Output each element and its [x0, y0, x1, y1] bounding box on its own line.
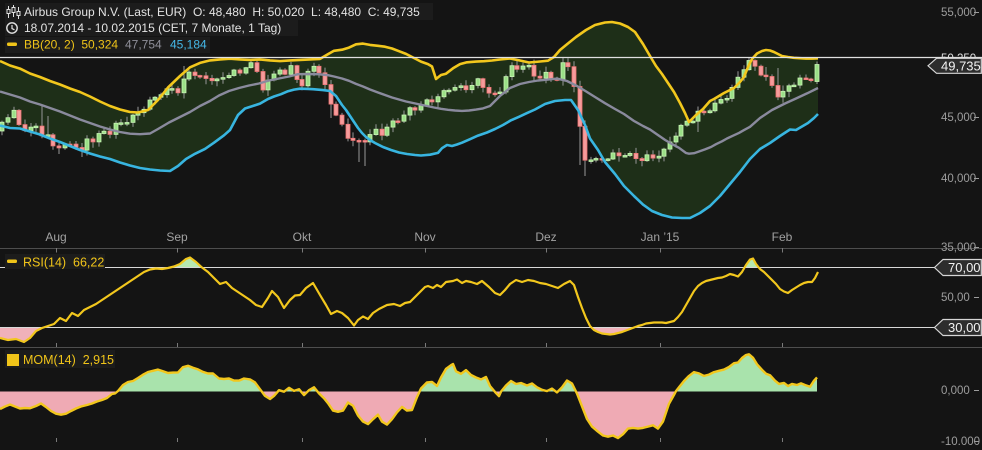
svg-text:55,000: 55,000	[941, 7, 976, 19]
svg-text:0,000: 0,000	[941, 385, 970, 397]
svg-text:18.07.2014 - 10.02.2015 (CET,: 18.07.2014 - 10.02.2015 (CET, 7 Monate, …	[24, 21, 281, 35]
svg-text:47,754: 47,754	[125, 38, 162, 52]
svg-text:Okt: Okt	[293, 230, 312, 244]
svg-text:RSI(14) 66,22: RSI(14) 66,22	[23, 256, 104, 270]
svg-text:50,00: 50,00	[941, 292, 970, 304]
svg-text:Dez: Dez	[535, 230, 556, 244]
svg-text:40,000: 40,000	[941, 173, 976, 185]
svg-text:MOM(14) 2,915: MOM(14) 2,915	[23, 353, 114, 367]
svg-text:-10,000: -10,000	[941, 436, 980, 445]
svg-text:Jan ’15: Jan ’15	[641, 230, 680, 244]
svg-text:49,735: 49,735	[941, 59, 981, 74]
svg-text:45,000: 45,000	[941, 112, 976, 124]
svg-text:45,184: 45,184	[170, 38, 207, 52]
svg-text:30,00: 30,00	[948, 320, 981, 335]
svg-text:Aug: Aug	[45, 230, 66, 244]
svg-text:Airbus Group N.V. (Last, EUR): Airbus Group N.V. (Last, EUR) O: 48,480 …	[24, 5, 420, 19]
svg-text:70,00: 70,00	[948, 260, 981, 275]
svg-text:35,000: 35,000	[941, 242, 976, 254]
svg-text:Sep: Sep	[166, 230, 188, 244]
svg-text:BB(20, 2) 50,324: BB(20, 2) 50,324	[24, 38, 118, 52]
svg-text:Nov: Nov	[414, 230, 435, 244]
svg-text:Feb: Feb	[772, 230, 793, 244]
